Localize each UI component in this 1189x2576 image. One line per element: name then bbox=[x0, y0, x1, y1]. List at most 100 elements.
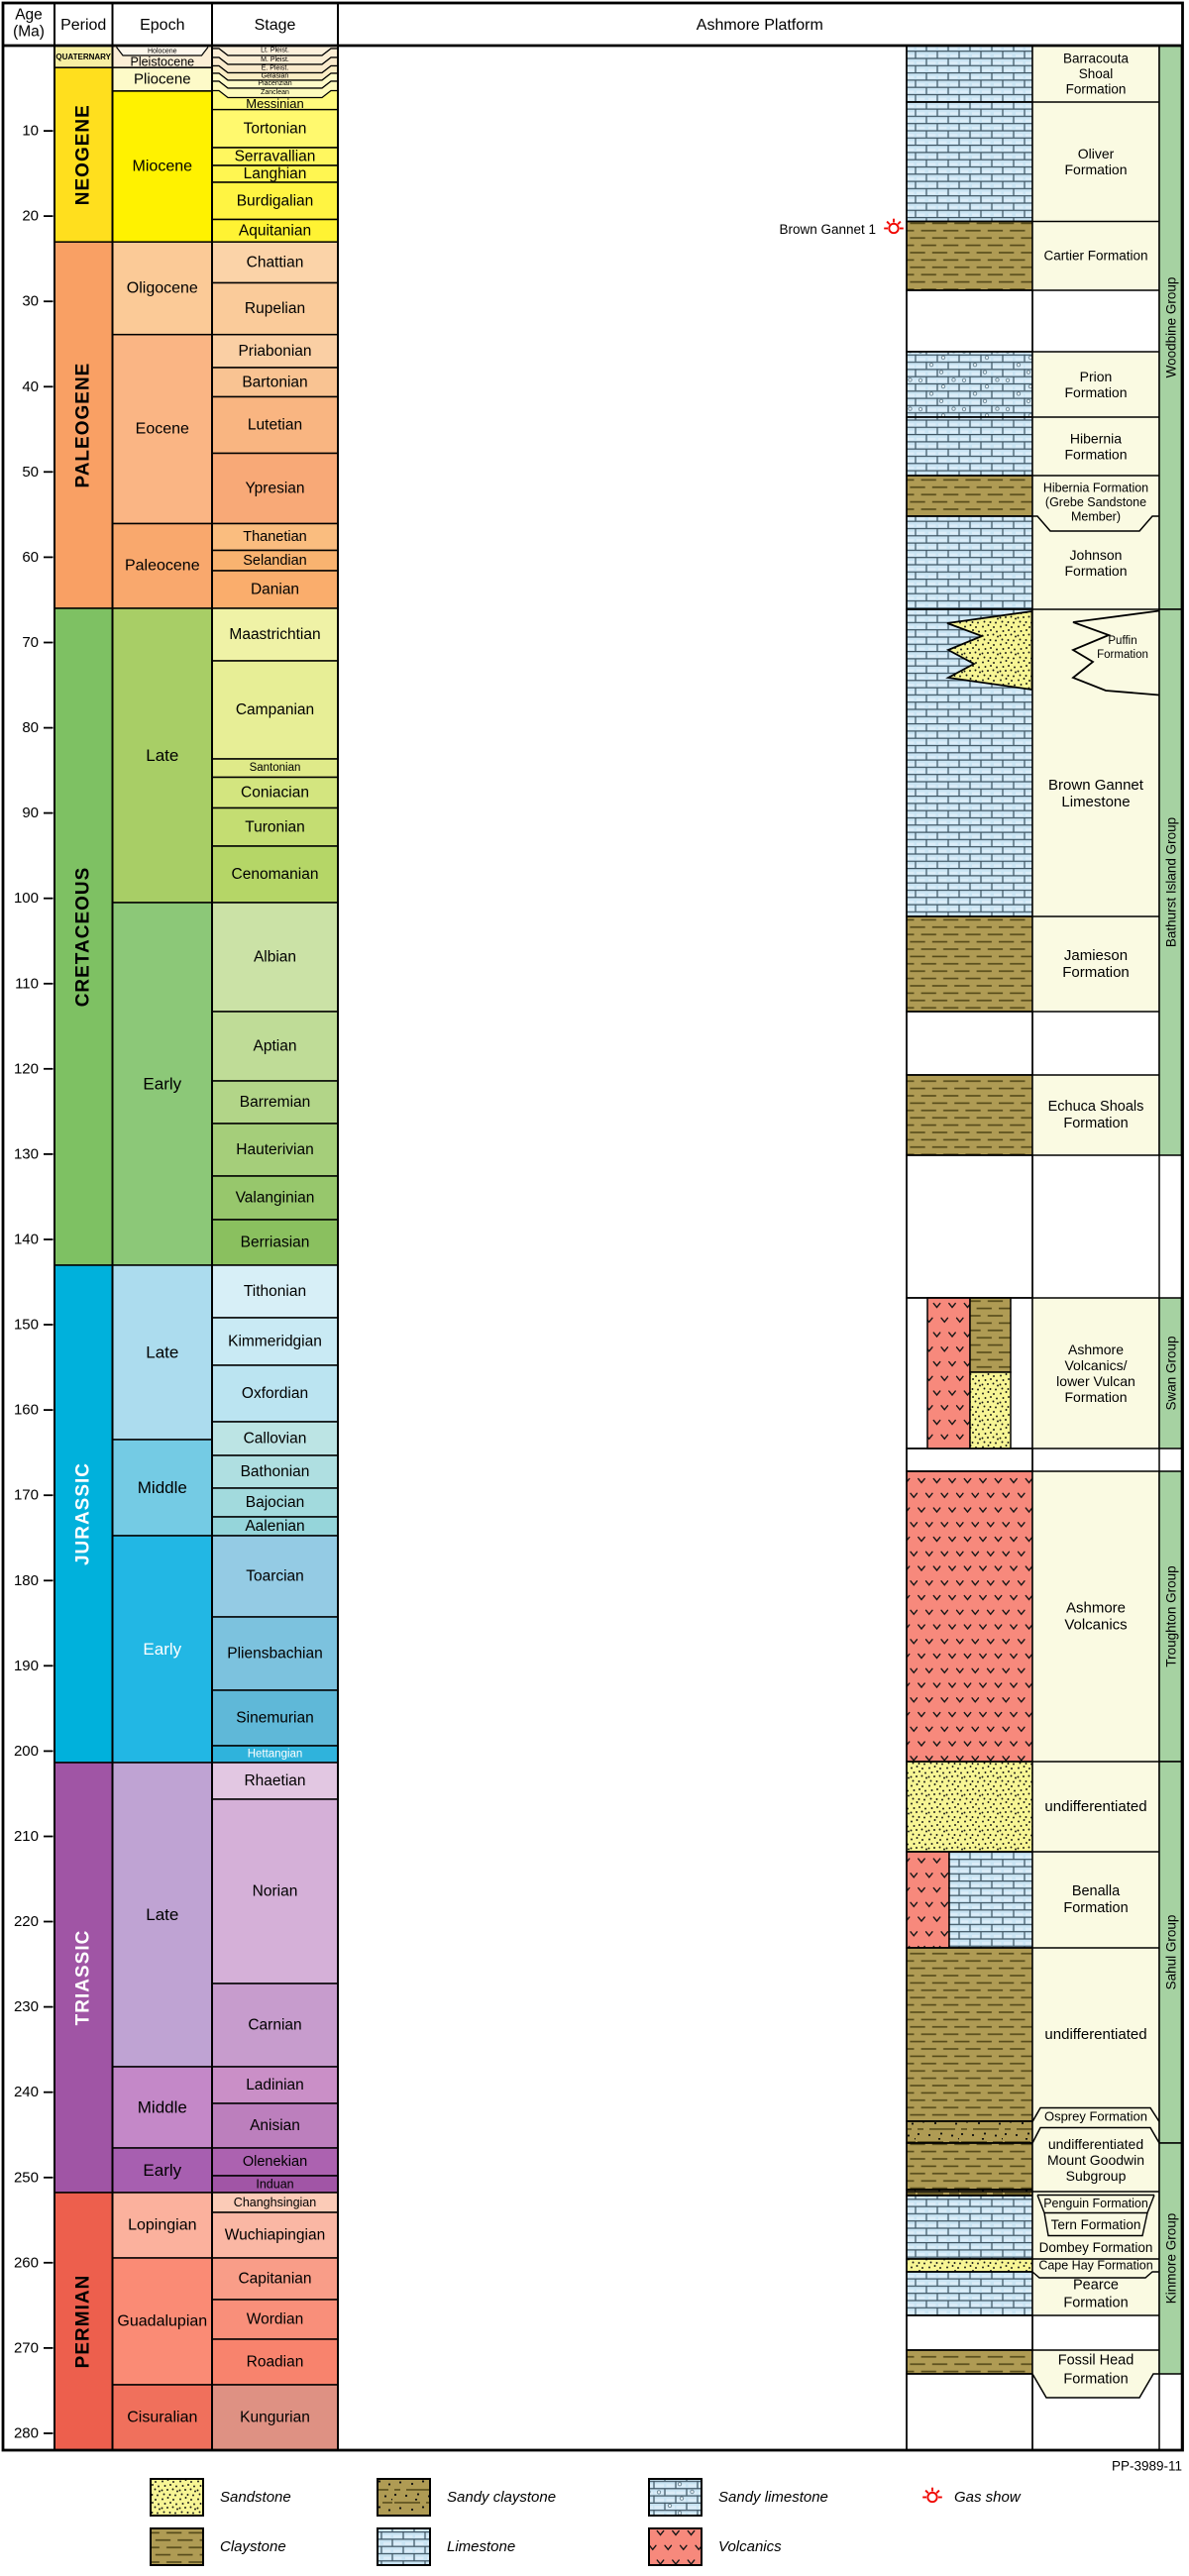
svg-text:130: 130 bbox=[14, 1145, 39, 1162]
svg-text:Osprey Formation: Osprey Formation bbox=[1044, 2109, 1147, 2124]
svg-text:Capitanian: Capitanian bbox=[238, 2271, 311, 2288]
svg-text:Formation: Formation bbox=[1066, 82, 1127, 97]
svg-text:Period: Period bbox=[60, 17, 106, 34]
svg-text:Albian: Albian bbox=[254, 949, 296, 966]
svg-text:280: 280 bbox=[14, 2425, 39, 2442]
svg-text:PERMIAN: PERMIAN bbox=[73, 2275, 94, 2369]
svg-text:30: 30 bbox=[22, 293, 39, 310]
svg-text:Formation: Formation bbox=[1064, 384, 1127, 400]
svg-text:Limestone: Limestone bbox=[1061, 794, 1130, 810]
svg-text:200: 200 bbox=[14, 1743, 39, 1760]
svg-text:Burdigalian: Burdigalian bbox=[237, 192, 314, 209]
svg-text:Danian: Danian bbox=[251, 582, 299, 598]
svg-text:Hibernia: Hibernia bbox=[1070, 431, 1122, 447]
svg-text:Late: Late bbox=[146, 746, 178, 765]
svg-text:Brown Gannet 1: Brown Gannet 1 bbox=[779, 222, 876, 237]
svg-text:Kinmore Group: Kinmore Group bbox=[1163, 2213, 1178, 2305]
svg-text:E. Pleist.: E. Pleist. bbox=[262, 65, 289, 72]
svg-text:Ypresian: Ypresian bbox=[245, 481, 304, 497]
svg-text:Bathurst Island Group: Bathurst Island Group bbox=[1163, 817, 1178, 947]
svg-text:Sandy limestone: Sandy limestone bbox=[718, 2489, 828, 2506]
svg-text:260: 260 bbox=[14, 2254, 39, 2271]
svg-text:Chattian: Chattian bbox=[247, 254, 304, 270]
svg-text:Pleistocene: Pleistocene bbox=[130, 55, 194, 69]
svg-text:lower Vulcan: lower Vulcan bbox=[1056, 1373, 1135, 1389]
svg-text:Woodbine Group: Woodbine Group bbox=[1163, 277, 1178, 378]
svg-text:Volcanics: Volcanics bbox=[1064, 1617, 1127, 1634]
svg-text:Hettangian: Hettangian bbox=[248, 1749, 303, 1761]
svg-text:Eocene: Eocene bbox=[136, 421, 189, 438]
svg-text:Oxfordian: Oxfordian bbox=[242, 1385, 308, 1402]
svg-text:Limestone: Limestone bbox=[447, 2538, 515, 2555]
svg-text:90: 90 bbox=[22, 805, 39, 821]
svg-text:Late: Late bbox=[146, 1905, 178, 1924]
svg-text:Bathonian: Bathonian bbox=[241, 1463, 310, 1480]
svg-text:Anisian: Anisian bbox=[250, 2117, 300, 2134]
svg-text:150: 150 bbox=[14, 1317, 39, 1334]
svg-text:Pliensbachian: Pliensbachian bbox=[227, 1646, 323, 1663]
svg-text:180: 180 bbox=[14, 1572, 39, 1589]
svg-text:Brown Gannet: Brown Gannet bbox=[1048, 777, 1144, 794]
svg-text:PP-3989-11: PP-3989-11 bbox=[1112, 2459, 1182, 2474]
svg-text:Kungurian: Kungurian bbox=[240, 2410, 310, 2426]
svg-text:10: 10 bbox=[22, 123, 39, 140]
svg-text:Bartonian: Bartonian bbox=[242, 374, 307, 390]
svg-text:Gelasian: Gelasian bbox=[262, 73, 289, 80]
svg-text:70: 70 bbox=[22, 634, 39, 651]
svg-text:Changhsingian: Changhsingian bbox=[234, 2196, 316, 2209]
svg-text:40: 40 bbox=[22, 378, 39, 395]
svg-text:Fossil Head: Fossil Head bbox=[1058, 2353, 1135, 2369]
svg-text:Formation: Formation bbox=[1097, 649, 1148, 661]
svg-text:Volcanics/: Volcanics/ bbox=[1064, 1357, 1127, 1373]
svg-text:Oliver: Oliver bbox=[1078, 146, 1115, 161]
svg-text:Selandian: Selandian bbox=[243, 553, 307, 569]
svg-text:Valanginian: Valanginian bbox=[236, 1190, 315, 1207]
svg-text:Induan: Induan bbox=[256, 2178, 293, 2192]
svg-text:Norian: Norian bbox=[253, 1883, 298, 1900]
svg-text:Early: Early bbox=[143, 2161, 181, 2180]
svg-text:Puffin: Puffin bbox=[1108, 635, 1136, 647]
svg-text:Campanian: Campanian bbox=[236, 701, 314, 718]
svg-text:Troughton Group: Troughton Group bbox=[1163, 1565, 1178, 1666]
svg-text:Oligocene: Oligocene bbox=[127, 280, 198, 297]
svg-text:100: 100 bbox=[14, 890, 39, 907]
svg-text:Priabonian: Priabonian bbox=[238, 343, 311, 360]
svg-text:Sandy claystone: Sandy claystone bbox=[447, 2489, 556, 2506]
svg-text:Cenomanian: Cenomanian bbox=[232, 866, 319, 883]
svg-text:Maastrichtian: Maastrichtian bbox=[229, 626, 320, 643]
svg-text:Age: Age bbox=[15, 6, 43, 23]
svg-text:Berriasian: Berriasian bbox=[241, 1234, 310, 1251]
svg-text:Swan Group: Swan Group bbox=[1163, 1336, 1178, 1410]
svg-text:Hauterivian: Hauterivian bbox=[236, 1141, 313, 1158]
svg-text:Johnson: Johnson bbox=[1070, 547, 1123, 563]
svg-text:Formation: Formation bbox=[1063, 1900, 1128, 1916]
svg-text:160: 160 bbox=[14, 1402, 39, 1419]
svg-text:undifferentiated: undifferentiated bbox=[1044, 1798, 1146, 1815]
svg-text:Rupelian: Rupelian bbox=[245, 300, 305, 317]
svg-text:Middle: Middle bbox=[138, 2098, 187, 2117]
svg-text:(Ma): (Ma) bbox=[13, 24, 45, 41]
svg-text:110: 110 bbox=[15, 975, 39, 992]
svg-text:Stage: Stage bbox=[255, 17, 296, 34]
svg-text:Shoal: Shoal bbox=[1079, 66, 1114, 81]
svg-text:Guadalupian: Guadalupian bbox=[117, 2313, 207, 2330]
svg-text:Thanetian: Thanetian bbox=[243, 529, 307, 545]
svg-text:Miocene: Miocene bbox=[133, 159, 193, 175]
svg-text:Cartier Formation: Cartier Formation bbox=[1043, 249, 1147, 264]
svg-text:Formation: Formation bbox=[1063, 2296, 1128, 2311]
svg-text:Jamieson: Jamieson bbox=[1064, 947, 1128, 964]
svg-text:M. Pleist.: M. Pleist. bbox=[261, 56, 289, 63]
svg-text:Paleocene: Paleocene bbox=[125, 558, 200, 575]
svg-text:Toarcian: Toarcian bbox=[246, 1568, 304, 1585]
svg-text:Prion: Prion bbox=[1080, 369, 1113, 384]
svg-text:Cisuralian: Cisuralian bbox=[127, 2410, 197, 2426]
svg-text:Sandstone: Sandstone bbox=[220, 2489, 291, 2506]
svg-text:Pliocene: Pliocene bbox=[134, 71, 191, 88]
svg-text:Barracouta: Barracouta bbox=[1063, 52, 1130, 66]
svg-text:230: 230 bbox=[14, 1998, 39, 2015]
svg-text:Tern Formation: Tern Formation bbox=[1051, 2217, 1141, 2232]
svg-text:Piacenzian: Piacenzian bbox=[258, 80, 291, 87]
svg-text:140: 140 bbox=[14, 1232, 39, 1248]
svg-text:Barremian: Barremian bbox=[240, 1094, 311, 1111]
svg-text:220: 220 bbox=[14, 1913, 39, 1930]
